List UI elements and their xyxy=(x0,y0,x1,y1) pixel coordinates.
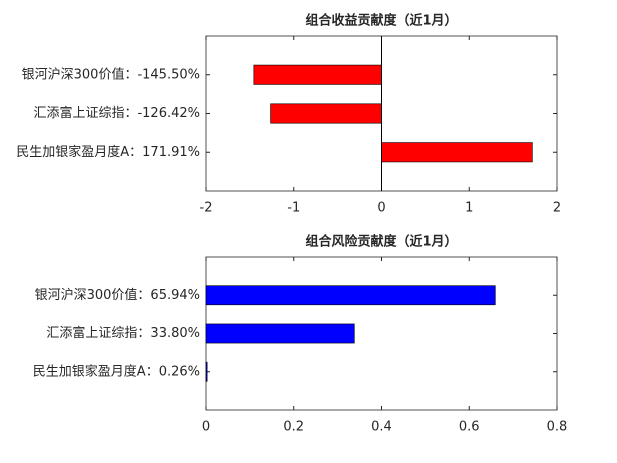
bar xyxy=(270,103,382,124)
x-tick-label: 0 xyxy=(202,420,210,435)
x-tick-label: -1 xyxy=(287,201,300,216)
x-tick-label: 1 xyxy=(465,201,473,216)
x-tick-label: 2 xyxy=(553,201,561,216)
y-tick-label: 银河沪深300价值：65.94% xyxy=(35,287,200,303)
x-tick-label: 0.4 xyxy=(371,420,392,435)
x-tick-label: 0.8 xyxy=(547,420,568,435)
bar xyxy=(205,285,496,306)
x-tick-label: 0.6 xyxy=(459,420,480,435)
chart-title: 组合收益贡献度（近1月） xyxy=(305,13,457,29)
x-tick-label: 0.2 xyxy=(283,420,304,435)
y-tick-label: 民生加银家盈月度A：0.26% xyxy=(33,363,200,379)
bar xyxy=(381,142,533,163)
y-tick-label: 民生加银家盈月度A：171.91% xyxy=(16,144,200,160)
x-tick-label: -2 xyxy=(200,201,213,216)
x-tick-label: 0 xyxy=(377,201,385,216)
y-tick-label: 汇添富上证综指：33.80% xyxy=(46,325,200,341)
y-tick-label: 汇添富上证综指：-126.42% xyxy=(33,105,200,121)
bar xyxy=(205,323,355,344)
bar xyxy=(253,64,382,85)
chart-title: 组合风险贡献度（近1月） xyxy=(305,234,457,250)
bar xyxy=(205,361,208,382)
y-tick-label: 银河沪深300价值：-145.50% xyxy=(22,66,200,82)
